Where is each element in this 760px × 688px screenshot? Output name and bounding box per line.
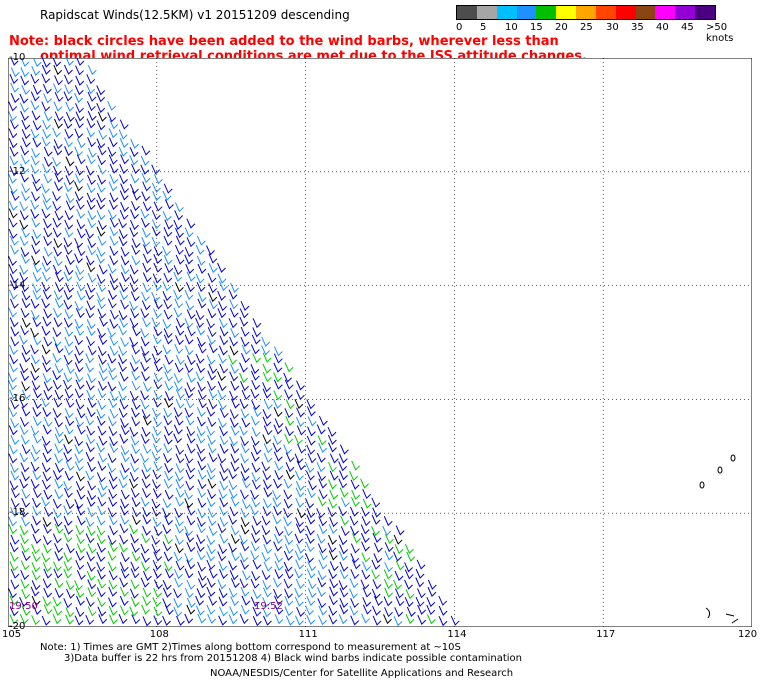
lon-label: 114 xyxy=(447,629,467,640)
lat-label: -14 xyxy=(9,279,26,291)
footer-note-1: Note: 1) Times are GMT 2)Times along bot… xyxy=(40,642,461,653)
legend-swatch-9 xyxy=(635,6,656,19)
legend-swatch-0 xyxy=(457,6,477,19)
lon-label: 120 xyxy=(738,629,758,640)
legend-label: 20 xyxy=(555,22,568,33)
legend-swatch-8 xyxy=(615,6,636,19)
legend-swatch-5 xyxy=(556,6,577,19)
legend-swatch-3 xyxy=(516,6,537,19)
map-title: Rapidscat Winds(12.5KM) v1 20151209 desc… xyxy=(40,8,350,22)
wind-speed-legend: 0 5 10 15 20 25 30 35 40 45 >50 knots xyxy=(456,5,756,44)
legend-label: 45 xyxy=(681,22,694,33)
legend-swatch-12 xyxy=(695,6,715,19)
legend-label: 25 xyxy=(580,22,593,33)
legend-swatch-6 xyxy=(576,6,596,19)
legend-label: 15 xyxy=(530,22,543,33)
legend-label: 35 xyxy=(631,22,644,33)
time-label-1: 19:50 xyxy=(9,601,38,612)
legend-swatch-2 xyxy=(496,6,517,19)
legend-label: 5 xyxy=(480,22,487,33)
lon-label: 117 xyxy=(596,629,616,640)
lat-label: -18 xyxy=(9,507,26,519)
note-line-1: Note: black circles have been added to t… xyxy=(9,34,559,49)
legend-label: 40 xyxy=(656,22,669,33)
time-label-2: 19:52 xyxy=(254,601,283,612)
legend-swatch-4 xyxy=(536,6,557,19)
wind-barb-plot xyxy=(8,58,752,627)
lon-label: 111 xyxy=(298,629,318,640)
legend-swatch-10 xyxy=(655,6,676,19)
lon-label: 105 xyxy=(2,629,22,640)
lat-label: -16 xyxy=(9,393,26,405)
legend-color-bar xyxy=(456,5,716,20)
lat-label: -20 xyxy=(9,621,26,632)
legend-labels: 0 5 10 15 20 25 30 35 40 45 >50 knots xyxy=(456,20,756,44)
legend-label: >50 knots xyxy=(706,22,734,44)
legend-swatch-7 xyxy=(595,6,616,19)
footer-note-2: 3)Data buffer is 22 hrs from 20151208 4)… xyxy=(64,653,522,664)
lat-label: -12 xyxy=(9,165,26,177)
legend-label: 30 xyxy=(606,22,619,33)
lat-label: -10 xyxy=(9,52,26,63)
lon-label: 108 xyxy=(149,629,169,640)
legend-swatch-11 xyxy=(675,6,696,19)
legend-label: 0 xyxy=(456,22,463,33)
footer-credit: NOAA/NESDIS/Center for Satellite Applica… xyxy=(210,668,514,679)
legend-label: 10 xyxy=(505,22,518,33)
wind-map xyxy=(8,58,752,627)
legend-swatch-1 xyxy=(476,6,497,19)
